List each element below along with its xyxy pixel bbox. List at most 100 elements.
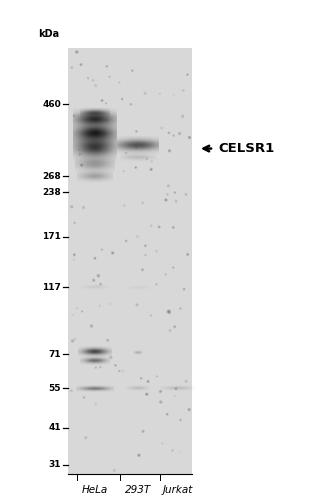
Circle shape [183, 288, 185, 290]
Circle shape [168, 310, 170, 312]
Circle shape [146, 393, 148, 395]
Circle shape [136, 235, 139, 238]
Text: 71: 71 [48, 350, 61, 359]
Circle shape [110, 356, 112, 359]
Circle shape [150, 169, 152, 170]
Circle shape [90, 325, 93, 327]
Circle shape [182, 90, 184, 91]
Circle shape [174, 396, 175, 397]
Circle shape [132, 70, 133, 71]
Text: kDa: kDa [38, 29, 59, 39]
Text: CELSR1: CELSR1 [218, 142, 274, 155]
Circle shape [160, 401, 162, 403]
Text: 31: 31 [49, 460, 61, 469]
Text: HeLa: HeLa [82, 485, 108, 495]
Circle shape [74, 222, 75, 223]
Circle shape [160, 391, 162, 392]
Circle shape [141, 269, 143, 271]
Circle shape [97, 275, 100, 277]
Circle shape [74, 254, 75, 255]
Text: Jurkat: Jurkat [163, 485, 193, 495]
Circle shape [151, 225, 152, 227]
Circle shape [122, 370, 124, 372]
Circle shape [101, 100, 103, 101]
Circle shape [185, 193, 187, 195]
Circle shape [109, 76, 110, 77]
Text: 268: 268 [42, 172, 61, 181]
Circle shape [187, 253, 188, 255]
Circle shape [167, 185, 169, 187]
Text: 171: 171 [42, 232, 61, 241]
Circle shape [162, 443, 163, 444]
Text: 41: 41 [48, 423, 61, 432]
Circle shape [156, 376, 158, 377]
Circle shape [168, 132, 170, 133]
Circle shape [79, 153, 81, 155]
Circle shape [169, 330, 171, 331]
Circle shape [173, 135, 174, 136]
Circle shape [119, 82, 120, 83]
Circle shape [99, 305, 100, 306]
Circle shape [135, 167, 136, 168]
Circle shape [112, 252, 114, 254]
Circle shape [107, 339, 108, 341]
Circle shape [140, 377, 142, 379]
Bar [68, 48, 192, 474]
Circle shape [138, 454, 140, 456]
Circle shape [142, 202, 144, 204]
Circle shape [145, 245, 146, 247]
Circle shape [165, 274, 166, 275]
Circle shape [79, 149, 80, 150]
Circle shape [188, 136, 190, 138]
Circle shape [169, 312, 170, 313]
Circle shape [159, 93, 160, 94]
Circle shape [188, 409, 190, 411]
Circle shape [174, 192, 175, 193]
Circle shape [123, 171, 124, 172]
Circle shape [151, 161, 152, 162]
Circle shape [83, 206, 84, 209]
Circle shape [109, 304, 110, 305]
Text: 55: 55 [49, 384, 61, 393]
Circle shape [167, 310, 169, 313]
Text: 293T: 293T [125, 485, 151, 495]
Circle shape [106, 103, 107, 104]
Circle shape [101, 249, 102, 250]
Circle shape [122, 98, 123, 100]
Circle shape [179, 132, 181, 134]
Text: 238: 238 [42, 188, 61, 197]
Circle shape [187, 74, 188, 75]
Circle shape [81, 164, 83, 166]
Circle shape [95, 367, 96, 368]
Circle shape [174, 326, 176, 328]
Circle shape [169, 150, 171, 152]
Circle shape [136, 147, 137, 148]
Circle shape [180, 308, 181, 309]
Circle shape [175, 388, 177, 389]
Circle shape [113, 469, 116, 472]
Circle shape [73, 115, 75, 117]
Circle shape [124, 205, 125, 206]
Circle shape [159, 390, 161, 393]
Circle shape [172, 227, 174, 228]
Circle shape [158, 226, 160, 228]
Circle shape [142, 431, 144, 433]
Circle shape [100, 283, 101, 285]
Circle shape [93, 279, 95, 281]
Circle shape [71, 340, 74, 342]
Circle shape [161, 127, 163, 129]
Circle shape [130, 104, 132, 105]
Circle shape [94, 257, 96, 259]
Circle shape [156, 250, 157, 252]
Circle shape [100, 367, 101, 368]
Circle shape [74, 259, 75, 260]
Circle shape [185, 380, 187, 382]
Circle shape [119, 371, 120, 372]
Circle shape [94, 85, 97, 87]
Circle shape [173, 95, 175, 96]
Circle shape [83, 396, 85, 398]
Circle shape [156, 284, 157, 285]
Circle shape [103, 132, 105, 134]
Circle shape [82, 311, 83, 312]
Circle shape [165, 199, 167, 201]
